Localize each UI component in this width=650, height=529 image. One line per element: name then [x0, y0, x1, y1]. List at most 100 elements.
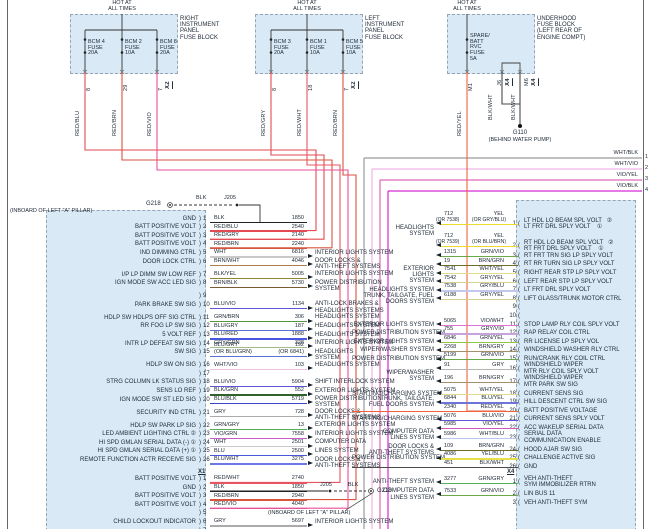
pin-number: 26: [506, 464, 516, 470]
pin-bracket: ): [199, 484, 201, 491]
pin-bracket: (: [518, 407, 520, 414]
circuit-number: 5065: [444, 317, 457, 324]
system-source: POWER DISTRIBUTION SYSTEM: [352, 355, 446, 362]
junction-dot: [341, 38, 345, 41]
wire-color-name: GRY/YEL: [480, 274, 504, 281]
junction-dot: [155, 38, 159, 41]
system-source: WIPER/WASHER SYSTEM: [360, 347, 434, 354]
pin-bracket: ): [199, 456, 201, 463]
arrow-right-icon: [308, 522, 313, 527]
fuse-pin-number: 7: [158, 87, 164, 91]
wire-color-name: RED/YEL: [480, 404, 504, 410]
right-row: 18(CURRENT SENS SIG 5075 WHT/YEL STARTING/C…: [352, 387, 640, 397]
pin-bracket: (: [518, 269, 520, 276]
pin-function-label: RR FOG LP SW SIG: [140, 323, 196, 330]
wire-text: BRN/WHT 4046: [214, 258, 304, 264]
wire-line: [210, 446, 307, 448]
arrow-left-icon: [436, 356, 441, 361]
left-row: ) 14 INTR LP DEFEAT SW SIG GRY/GRN 328 INTERI…: [50, 340, 393, 350]
wire-text: WHT 2501: [214, 439, 304, 445]
right-row: 13(RR LICENSE LP SPLY VOL 6846 GRN/YEL EXTE…: [352, 335, 640, 345]
left-row: ) 2 GND BLK 1850: [50, 484, 372, 494]
pin-bracket: (: [518, 242, 520, 249]
circuit-number: 13: [297, 422, 304, 428]
pin-number: 3: [203, 232, 207, 239]
arrow-right-icon: [308, 413, 313, 418]
wire: [501, 72, 520, 105]
wire-line: [441, 256, 518, 258]
pin-bracket: (: [518, 399, 520, 406]
wire-text: 2340 RED/YEL: [444, 404, 504, 410]
pin-bracket: (: [518, 365, 520, 372]
pin-number: 14: [506, 347, 516, 353]
arrow-left-icon: [436, 391, 441, 396]
pin-number: 9: [203, 293, 207, 300]
pin-function-desc: WINDSHIELD WIPER MTR RLY COIL SPLY VOLT: [524, 362, 599, 375]
circuit-number: 1134: [292, 301, 304, 308]
pin-number: 3: [203, 493, 207, 500]
wire-text-or: (OR 7539): [436, 239, 460, 245]
wire: [84, 72, 317, 232]
wire-text: 5985 VIO/YEL: [444, 421, 504, 427]
pin-function-label: HDLP SW HDLPS OFF SIG CTRL: [104, 314, 196, 321]
connector-tag: X4: [531, 78, 537, 86]
pin-function-desc: BATT POSITIVE VOLTAGE: [524, 407, 598, 414]
pin-function-desc: WINDSHIELD WASHER RLY CTRL: [524, 347, 620, 354]
system-destination: EXTERIOR LIGHTS SYSTEM: [315, 387, 396, 394]
pin-bracket: (: [518, 479, 520, 486]
junction-dot: [269, 38, 273, 41]
pin-function-label: BATT POSITIVE VOLT: [134, 241, 196, 248]
system-source: TRUNK, TAILGATE, FUEL DOORS SYSTEM: [368, 396, 434, 409]
pin-function-label: SENS LO REF: [156, 387, 196, 394]
circuit-number: 5697: [291, 518, 304, 525]
wire-text: BLK/YEL 5005: [214, 271, 304, 277]
junction-dot: [328, 489, 332, 493]
wire-color-name: BRN/GRY: [479, 374, 504, 381]
wire-line: [210, 394, 307, 396]
pin-function-desc: LIN BUS 11: [524, 491, 556, 498]
circuit-number: 2340: [444, 404, 457, 410]
system-destination: INTERIOR LIGHTS SYSTEM: [315, 430, 394, 437]
arrow-right-icon: [308, 283, 313, 288]
right-row: 1(VEH ANTI-THEFT SYM IMMOBILIZER RTRN 327…: [352, 476, 640, 489]
circuit-number: 4046: [291, 258, 304, 264]
wire-text: 4086 YEL/BLU: [444, 451, 504, 457]
wire-text: 755 GRY/VIO: [444, 326, 504, 332]
fuse-pin-number: 18: [308, 84, 314, 91]
arrow-left-icon: [436, 447, 441, 452]
fuse-block-label: RIGHT INSTRUMENT PANEL FUSE BLOCK: [180, 16, 220, 41]
wire-text-or: (OR GRY/BLU): [471, 217, 506, 223]
pin-number: 17: [506, 379, 516, 385]
junction-dot: [120, 38, 124, 41]
wire-line: [210, 222, 307, 224]
arrow-right-icon: [308, 344, 313, 349]
system-destination: HEADLIGHTS SYSTEM: [315, 348, 354, 361]
wire-color-name: GRN/VIO: [480, 487, 504, 494]
connector-tag: X4: [507, 468, 515, 475]
left-row: ) 2 BATT POSITIVE VOLT RED/BLU 2540: [50, 224, 372, 234]
system-destination: SHIFT INTERLOCK SYSTEM: [315, 379, 395, 385]
wire-color-name: BLU/YEL: [481, 395, 504, 402]
pin-function-label: IGN MODE SW ST LED SIG: [119, 396, 196, 403]
wire-text: BLU/RED 1888: [214, 331, 304, 337]
wire-text: RED/WHT 2740: [214, 475, 304, 481]
wire-line: [210, 247, 307, 249]
pin-function-label: PARK BRAKE SW SIG: [134, 301, 196, 308]
pin-number: 19: [203, 387, 210, 394]
pin-function-label: DOOR LOCK CTRL: [142, 258, 196, 265]
bus-wire-pin: 4: [645, 187, 649, 193]
bus-wire-label: WHT/VIO: [614, 161, 638, 167]
pin-number: 12: [506, 330, 516, 336]
wire-line: [210, 454, 307, 456]
circuit-number: 712: [444, 210, 454, 217]
wire-text-or: (OR BLU/GRN): [214, 348, 252, 355]
system-destination: DOOR LOCKS & ANTI-THEFT SYSTEMS: [315, 409, 381, 422]
bus-wire-pin: 3: [645, 176, 649, 182]
arrow-left-icon: [436, 366, 441, 371]
pin-function-label: I/P LP DIMM SW LOW REF: [121, 271, 196, 278]
left-row: ) 11 HDLP SW HDLPS OFF SIG CTRL GRN/BRN 306 H…: [50, 314, 380, 324]
wire-color-name: WHT/BLU: [479, 430, 504, 437]
circuit-number: 5719: [291, 396, 304, 402]
wire-line: [210, 463, 307, 465]
wire-text: 6846 GRN/YEL: [444, 335, 504, 341]
